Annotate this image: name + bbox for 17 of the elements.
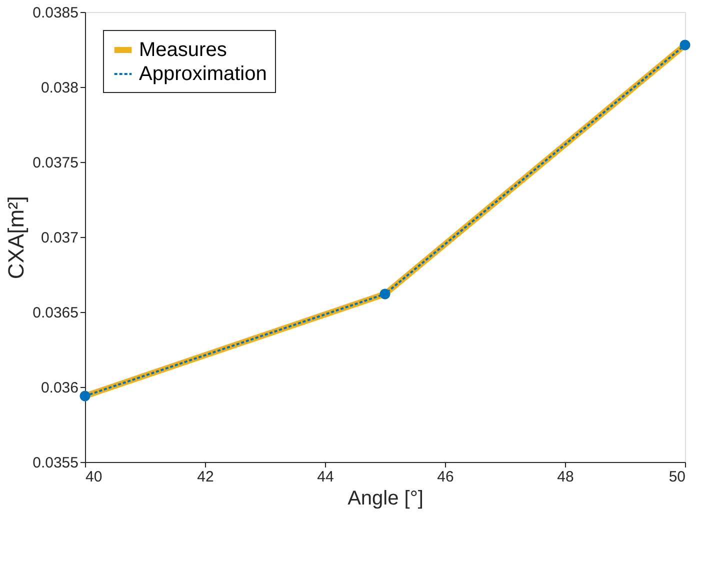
legend-label: Approximation <box>139 63 267 85</box>
y-tick-label: 0.0375 <box>32 154 78 172</box>
y-tick-label: 0.0365 <box>32 304 78 322</box>
y-axis-title: CXA[m²] <box>4 196 29 280</box>
y-tick-label: 0.038 <box>40 80 78 96</box>
x-tick-label: 42 <box>197 468 214 486</box>
legend-label: Measures <box>139 39 227 61</box>
y-tick-label: 0.037 <box>40 230 78 246</box>
x-tick-label: 48 <box>557 468 574 486</box>
x-tick-label: 40 <box>86 468 102 486</box>
y-tick-label: 0.0385 <box>32 4 78 22</box>
x-axis-title: Angle [°] <box>348 488 424 510</box>
y-tick-label: 0.036 <box>40 380 78 396</box>
x-tick-label: 44 <box>317 468 334 486</box>
y-tick-label: 0.0355 <box>32 454 78 472</box>
x-tick-label: 50 <box>668 468 686 486</box>
x-tick-label: 46 <box>437 468 454 486</box>
